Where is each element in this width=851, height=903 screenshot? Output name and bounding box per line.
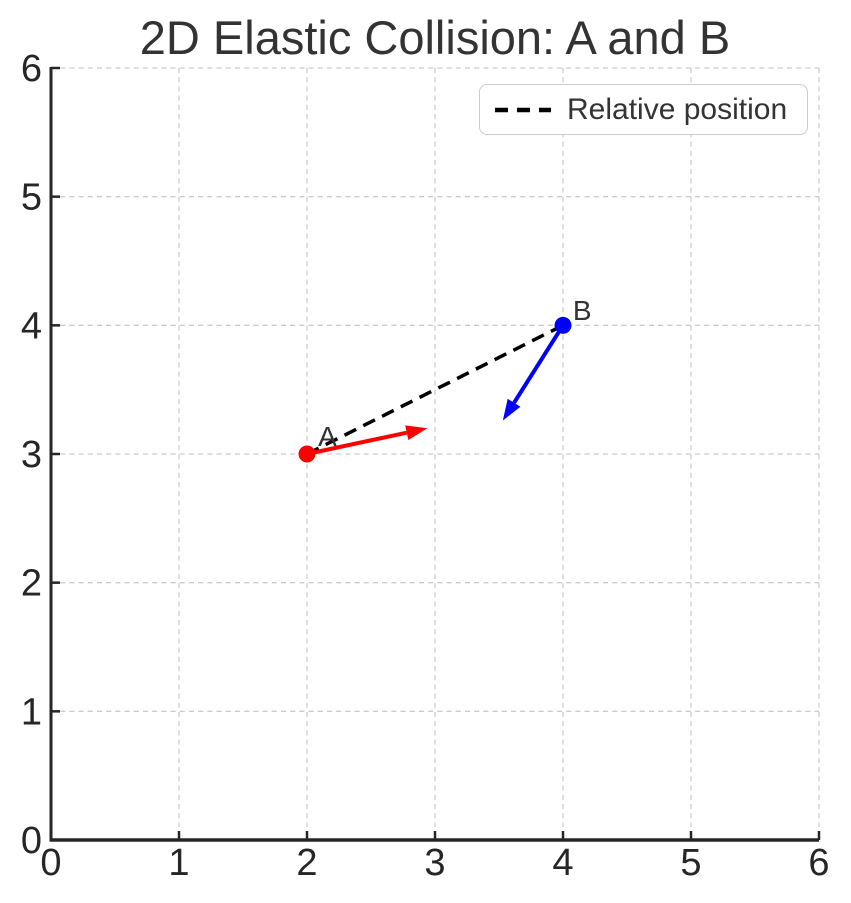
x-tick-label: 3 xyxy=(424,842,445,884)
legend: Relative position xyxy=(479,84,808,135)
velocity-a-vector xyxy=(306,430,408,456)
y-tick-label: 3 xyxy=(21,434,42,476)
point-b-marker xyxy=(554,316,572,334)
legend-label: Relative position xyxy=(567,92,788,126)
point-b-label: B xyxy=(573,295,592,326)
y-tick-label: 2 xyxy=(21,563,42,605)
dashed-line-sample-icon xyxy=(495,107,551,112)
x-tick-label: 5 xyxy=(680,842,701,884)
x-tick-label: 2 xyxy=(296,842,317,884)
x-tick-label: 4 xyxy=(552,842,573,884)
x-tick-label: 6 xyxy=(808,842,829,884)
chart-title: 2D Elastic Collision: A and B xyxy=(139,11,731,64)
velocity-a-arrowhead-icon xyxy=(405,425,428,440)
x-tick-label: 1 xyxy=(168,842,189,884)
velocity-b-arrowhead-icon xyxy=(502,398,521,421)
point-a-marker xyxy=(298,445,316,463)
velocity-b-vector xyxy=(512,324,565,404)
x-tick-label: 0 xyxy=(40,842,61,884)
relative-position-line xyxy=(306,323,564,456)
y-tick-label: 4 xyxy=(21,305,42,347)
y-tick-label: 1 xyxy=(21,691,42,733)
point-a-label: A xyxy=(318,421,337,452)
y-tick-label: 6 xyxy=(21,48,42,90)
y-tick-label: 0 xyxy=(21,820,42,862)
y-tick-label: 5 xyxy=(21,177,42,219)
